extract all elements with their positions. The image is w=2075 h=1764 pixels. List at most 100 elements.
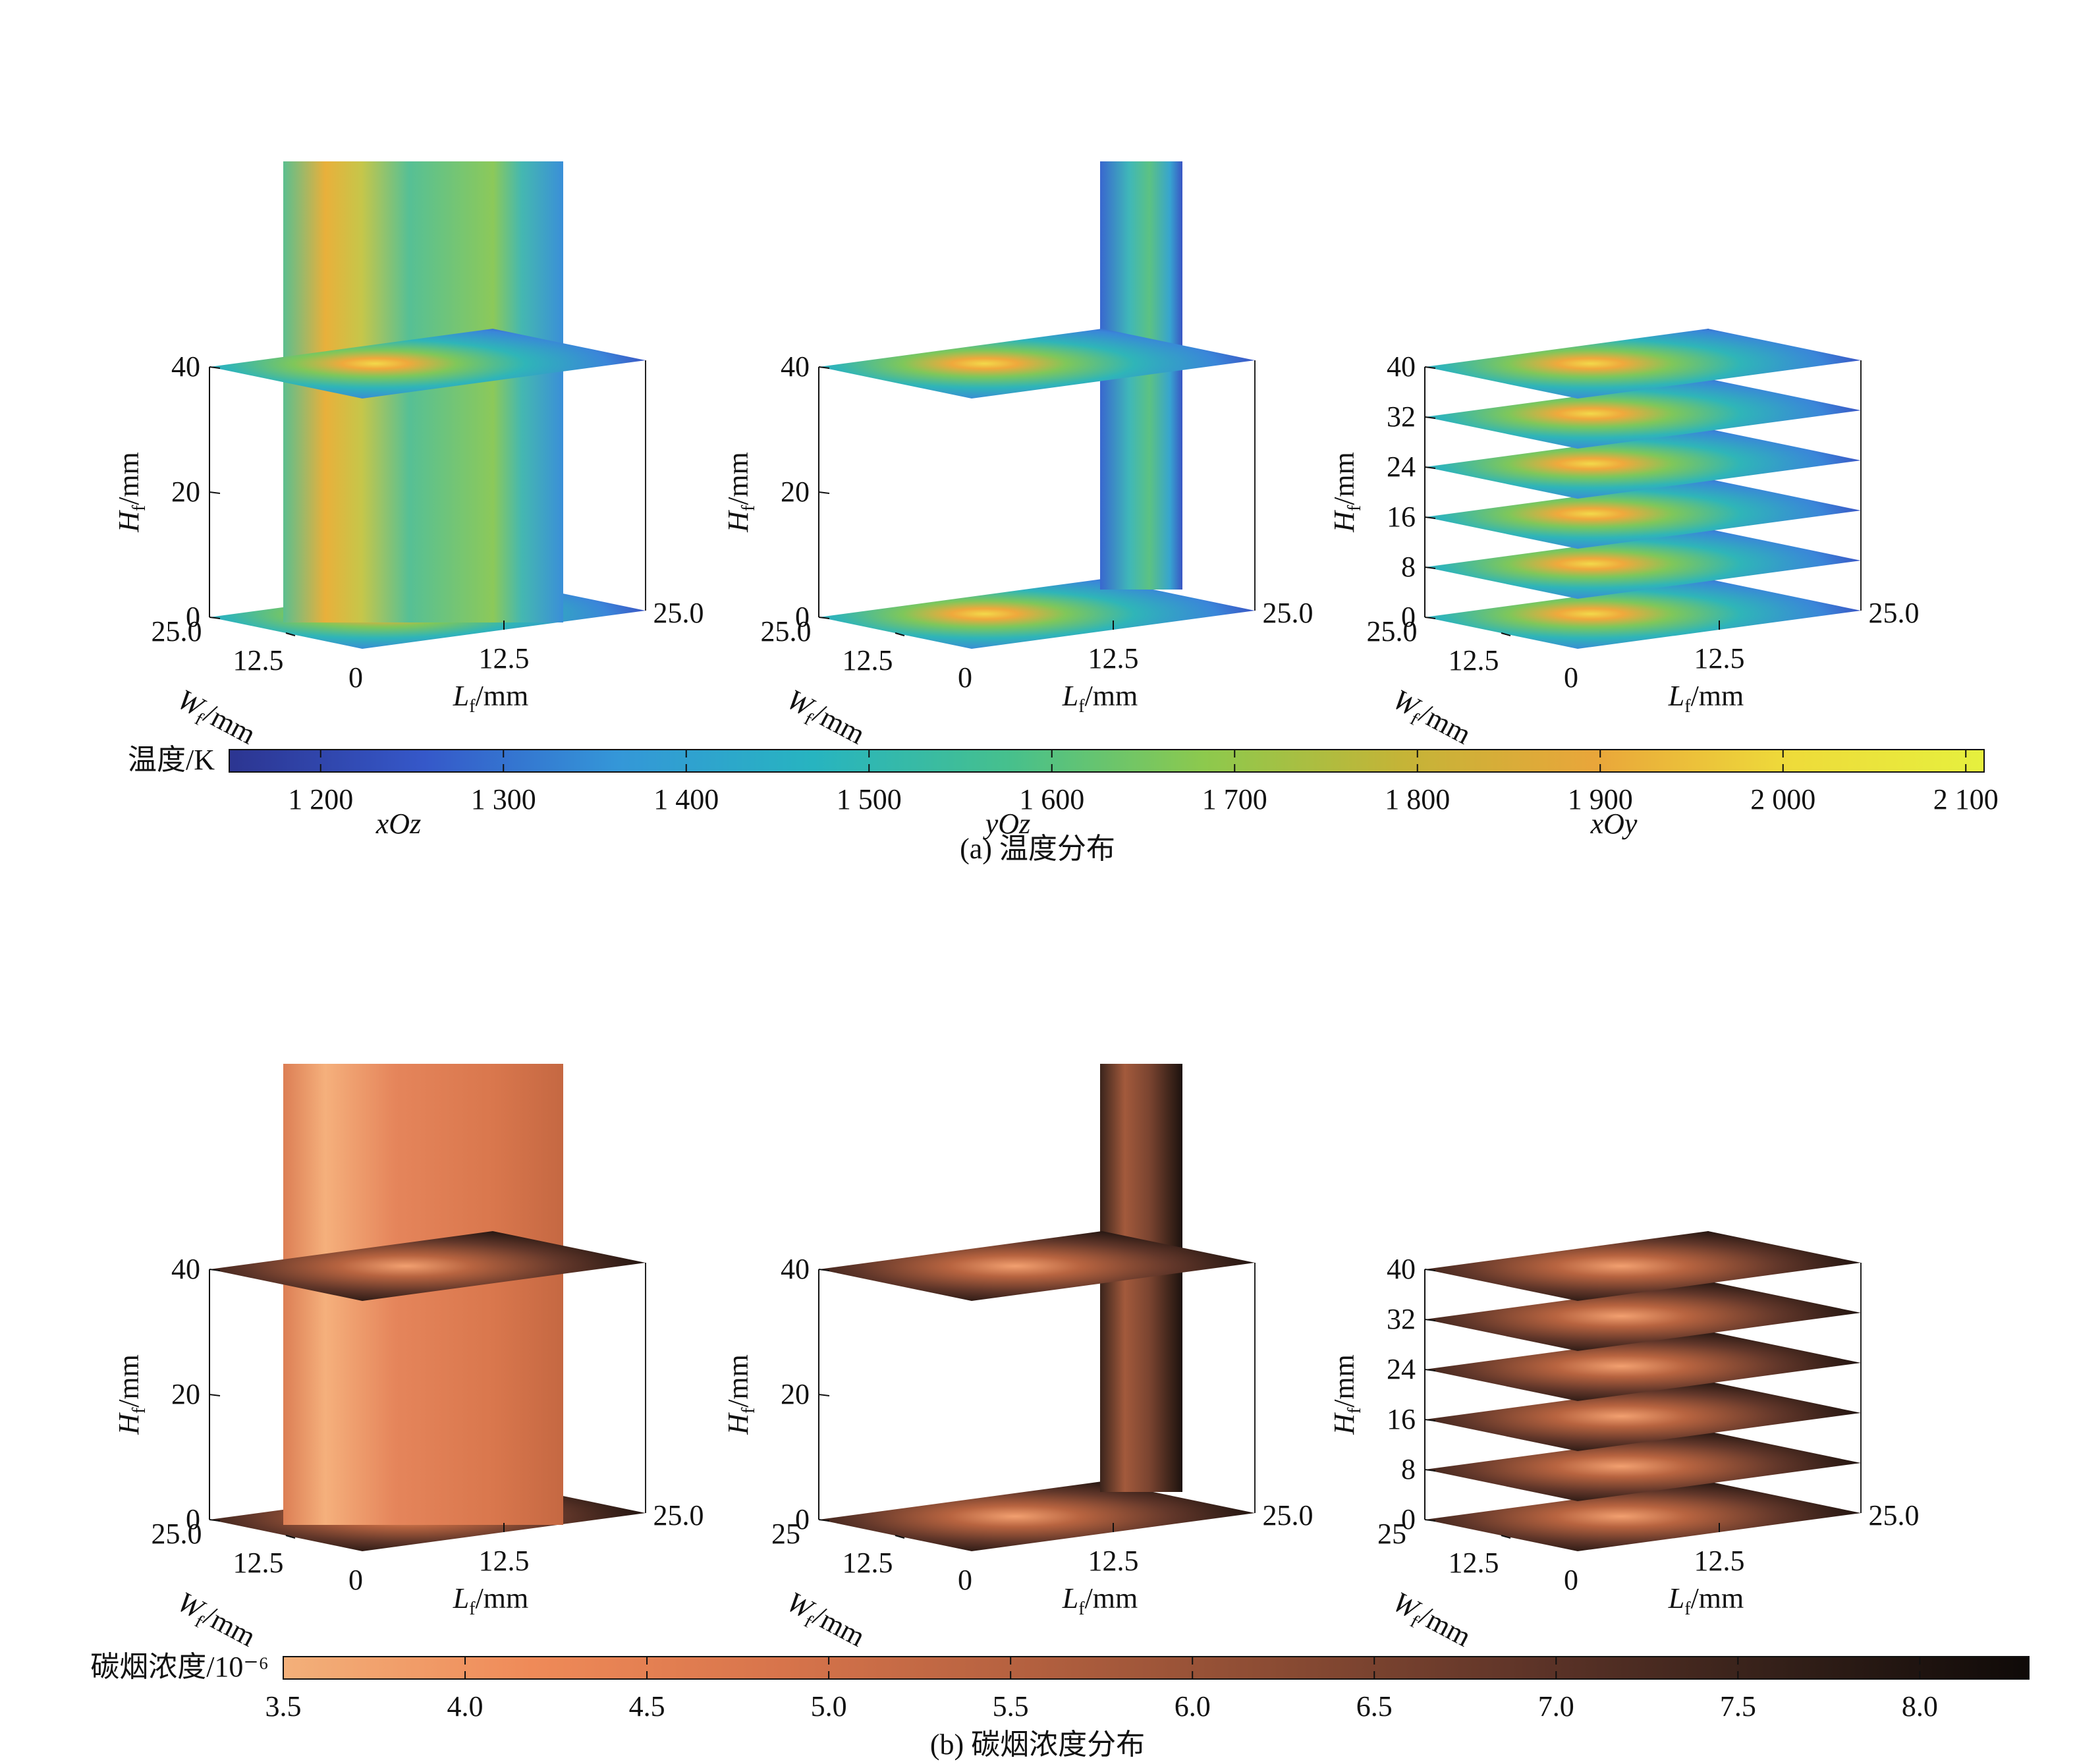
l-tick-label: 12.5: [479, 642, 530, 675]
w-tick-label: 25: [1377, 1518, 1406, 1550]
z-tick-label: 0: [186, 601, 200, 633]
l-tick-label: 12.5: [1694, 642, 1745, 675]
l-axis-label: Lf/mm: [1668, 680, 1744, 717]
w-tick-label: 12.5: [843, 1547, 893, 1579]
z-tick-label: 20: [171, 476, 200, 508]
z-tick-label: 40: [781, 1253, 810, 1285]
l-tick-label: 25.0: [1263, 597, 1314, 629]
z-tick-label: 32: [1387, 400, 1416, 433]
z-tick-label: 20: [171, 1378, 200, 1410]
slice-plane: [1425, 1481, 1861, 1551]
z-tick-label: 0: [1401, 601, 1416, 633]
panel-xOy: 0 8 16 24 32 40 25 12.5 0 12.5 25.0 Hf/mm Wf/mm Lf/mm…: [1328, 808, 1920, 1657]
l-axis-label: Lf/mm: [1062, 680, 1138, 717]
z-axis-label: Hf/mm: [722, 1354, 759, 1435]
panel-xOy: 0 8 16 24 32 40 25.0 12.5 0 12.5 25.0 Hf/mm Wf/mm Lf/…: [1328, 329, 1920, 755]
colorbar-tick-label: 2 000: [1750, 783, 1815, 815]
z-tick-label: 20: [781, 1378, 810, 1410]
w-tick-label: 0: [958, 1564, 972, 1596]
z-tick-label: 40: [1387, 1253, 1416, 1285]
colorbar-tick-label: 1 200: [288, 783, 353, 815]
z-tick-label: 24: [1387, 451, 1416, 483]
colorbar-tick-label: 3.5: [265, 1690, 302, 1723]
w-tick-label: 12.5: [843, 644, 893, 676]
colorbar-gradient: [229, 749, 1985, 773]
z-tick-label: 40: [171, 350, 200, 383]
w-axis-label: Wf/mm: [779, 1585, 870, 1657]
z-tick-label: 8: [1401, 1453, 1416, 1485]
w-tick-label: 25.0: [1367, 615, 1418, 648]
colorbar-tick-label: 5.5: [993, 1690, 1029, 1723]
colorbar-tick-label: 4.5: [629, 1690, 665, 1723]
bottom-plane: [819, 1481, 1255, 1551]
slice-plane: [1425, 329, 1861, 399]
w-tick-label: 12.5: [1449, 1547, 1499, 1579]
l-tick-label: 12.5: [1088, 642, 1139, 675]
colorbar-tick-label: 5.0: [811, 1690, 847, 1723]
colorbar-tick-label: 8.0: [1902, 1690, 1938, 1723]
l-tick-label: 25.0: [653, 597, 704, 629]
l-tick-label: 12.5: [479, 1545, 530, 1577]
slice-plane: [1425, 379, 1861, 449]
w-tick-label: 25.0: [152, 615, 202, 648]
colorbar: 1 200 1 300 1 400 1 500 1 600 1 700 1 800 1 900…: [128, 744, 1999, 815]
w-tick-label: 0: [958, 661, 972, 694]
vertical-plane: [283, 161, 563, 622]
z-tick-label: 16: [1387, 1403, 1416, 1435]
w-tick-label: 0: [1564, 661, 1578, 694]
l-axis-label: Lf/mm: [1062, 1582, 1138, 1619]
panel-title: xOz: [375, 808, 421, 840]
colorbar-tick-label: 6.5: [1356, 1690, 1393, 1723]
top-plane: [819, 1231, 1255, 1301]
slice-plane: [1425, 1281, 1861, 1351]
colorbar-label: 碳烟浓度/10⁻⁶: [90, 1651, 269, 1683]
slice-plane: [1425, 1231, 1861, 1301]
colorbar-tick-label: 1 800: [1385, 783, 1450, 815]
colorbar-tick-label: 7.5: [1720, 1690, 1756, 1723]
w-axis-label: Wf/mm: [1385, 1585, 1476, 1657]
l-axis-label: Lf/mm: [1668, 1582, 1744, 1619]
z-tick-label: 0: [186, 1503, 200, 1535]
slice-plane: [1425, 529, 1861, 599]
panel-title: xOy: [1590, 808, 1638, 840]
l-axis-label: Lf/mm: [453, 680, 529, 717]
w-tick-label: 12.5: [233, 1547, 284, 1579]
l-axis-label: Lf/mm: [453, 1582, 529, 1619]
slice-plane: [1425, 1431, 1861, 1501]
top-plane: [209, 329, 646, 399]
w-axis-label: Wf/mm: [1385, 683, 1476, 755]
part-a-temperature: 0204025.012.5012.525.0Hf/mmWf/mmLf/mmxOz…: [113, 161, 1999, 815]
l-tick-label: 25.0: [653, 1499, 704, 1531]
panel-xOz: 0 20 40 25.0 12.5 0 12.5 25.0 Hf/mm Wf/mm Lf/mm xOz: [113, 808, 704, 1657]
z-tick-label: 32: [1387, 1303, 1416, 1335]
w-axis-label: Wf/mm: [170, 1585, 261, 1657]
caption-soot: (b) 碳烟浓度分布: [929, 1728, 1146, 1761]
part-b-soot: 0 20 40 25.0 12.5 0 12.5 25.0 Hf/mm Wf/mm Lf/mm xOz…: [90, 808, 2030, 1723]
slice-plane: [1425, 579, 1861, 649]
top-plane: [819, 329, 1255, 399]
z-tick-label: 0: [795, 601, 810, 633]
z-tick-label: 40: [171, 1253, 200, 1285]
colorbar-label: 温度/K: [128, 744, 215, 776]
z-axis-label: Hf/mm: [113, 452, 150, 533]
l-tick-label: 12.5: [1694, 1545, 1745, 1577]
z-tick-label: 40: [1387, 350, 1416, 383]
z-axis-label: Hf/mm: [1328, 1354, 1365, 1435]
bottom-plane: [819, 579, 1255, 649]
l-tick-label: 25.0: [1263, 1499, 1314, 1531]
l-tick-label: 25.0: [1869, 597, 1920, 629]
vertical-plane: [283, 1064, 563, 1525]
l-tick-label: 12.5: [1088, 1545, 1139, 1577]
colorbar-gradient: [283, 1656, 2030, 1680]
z-axis-label: Hf/mm: [1328, 452, 1365, 533]
z-axis-label: Hf/mm: [113, 1354, 150, 1435]
slice-plane: [1425, 1331, 1861, 1401]
z-tick-label: 0: [1401, 1503, 1416, 1535]
top-plane: [209, 1231, 646, 1301]
z-tick-label: 16: [1387, 501, 1416, 533]
colorbar-tick-label: 2 100: [1933, 783, 1999, 815]
z-tick-label: 24: [1387, 1353, 1416, 1385]
colorbar-tick-label: 1 600: [1019, 783, 1084, 815]
